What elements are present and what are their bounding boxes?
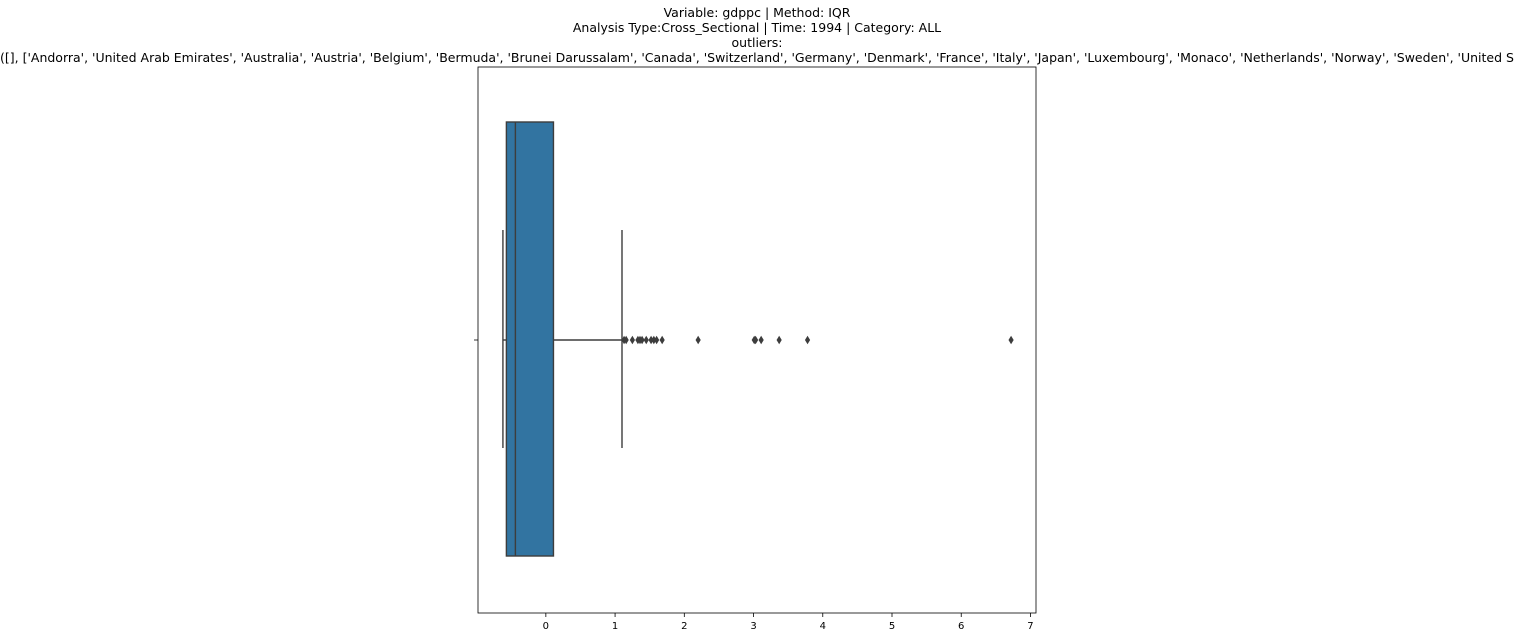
outlier-point-13 <box>753 335 759 345</box>
x-axis: 0 1 2 3 4 5 6 7 <box>543 613 1034 632</box>
title-line-variable: Variable: gdppc | Method: IQR <box>663 5 851 20</box>
outlier-point-10 <box>659 335 665 345</box>
plot-layer <box>502 121 1014 557</box>
x-tick-label-6: 6 <box>958 621 964 632</box>
x-tick-label-7: 7 <box>1027 621 1033 632</box>
x-tick-label-4: 4 <box>820 621 826 632</box>
title-line-outliers-label: outliers: <box>731 35 783 50</box>
outlier-point-5 <box>639 335 645 345</box>
x-tick-label-5: 5 <box>889 621 895 632</box>
chart-title: Variable: gdppc | Method: IQR Analysis T… <box>0 5 1514 65</box>
outlier-point-1 <box>623 335 629 345</box>
outlier-point-9 <box>654 335 660 345</box>
x-tick-label-1: 1 <box>612 621 618 632</box>
outlier-point-2 <box>629 335 635 345</box>
title-line-outliers-list: ([], ['Andorra', 'United Arab Emirates',… <box>0 50 1514 65</box>
outlier-point-11 <box>695 335 701 345</box>
outlier-point-7 <box>648 335 654 345</box>
x-tick-label-0: 0 <box>543 621 549 632</box>
outlier-point-17 <box>1008 335 1014 345</box>
outlier-point-16 <box>804 335 811 345</box>
outlier-point-6 <box>643 335 649 345</box>
title-line-analysis: Analysis Type:Cross_Sectional | Time: 19… <box>572 20 942 35</box>
outlier-point-8 <box>651 335 657 345</box>
iqr-box <box>505 121 555 557</box>
outlier-point-14 <box>758 335 764 345</box>
x-tick-label-2: 2 <box>681 621 687 632</box>
x-tick-label-3: 3 <box>750 621 756 632</box>
outlier-point-15 <box>776 335 782 345</box>
